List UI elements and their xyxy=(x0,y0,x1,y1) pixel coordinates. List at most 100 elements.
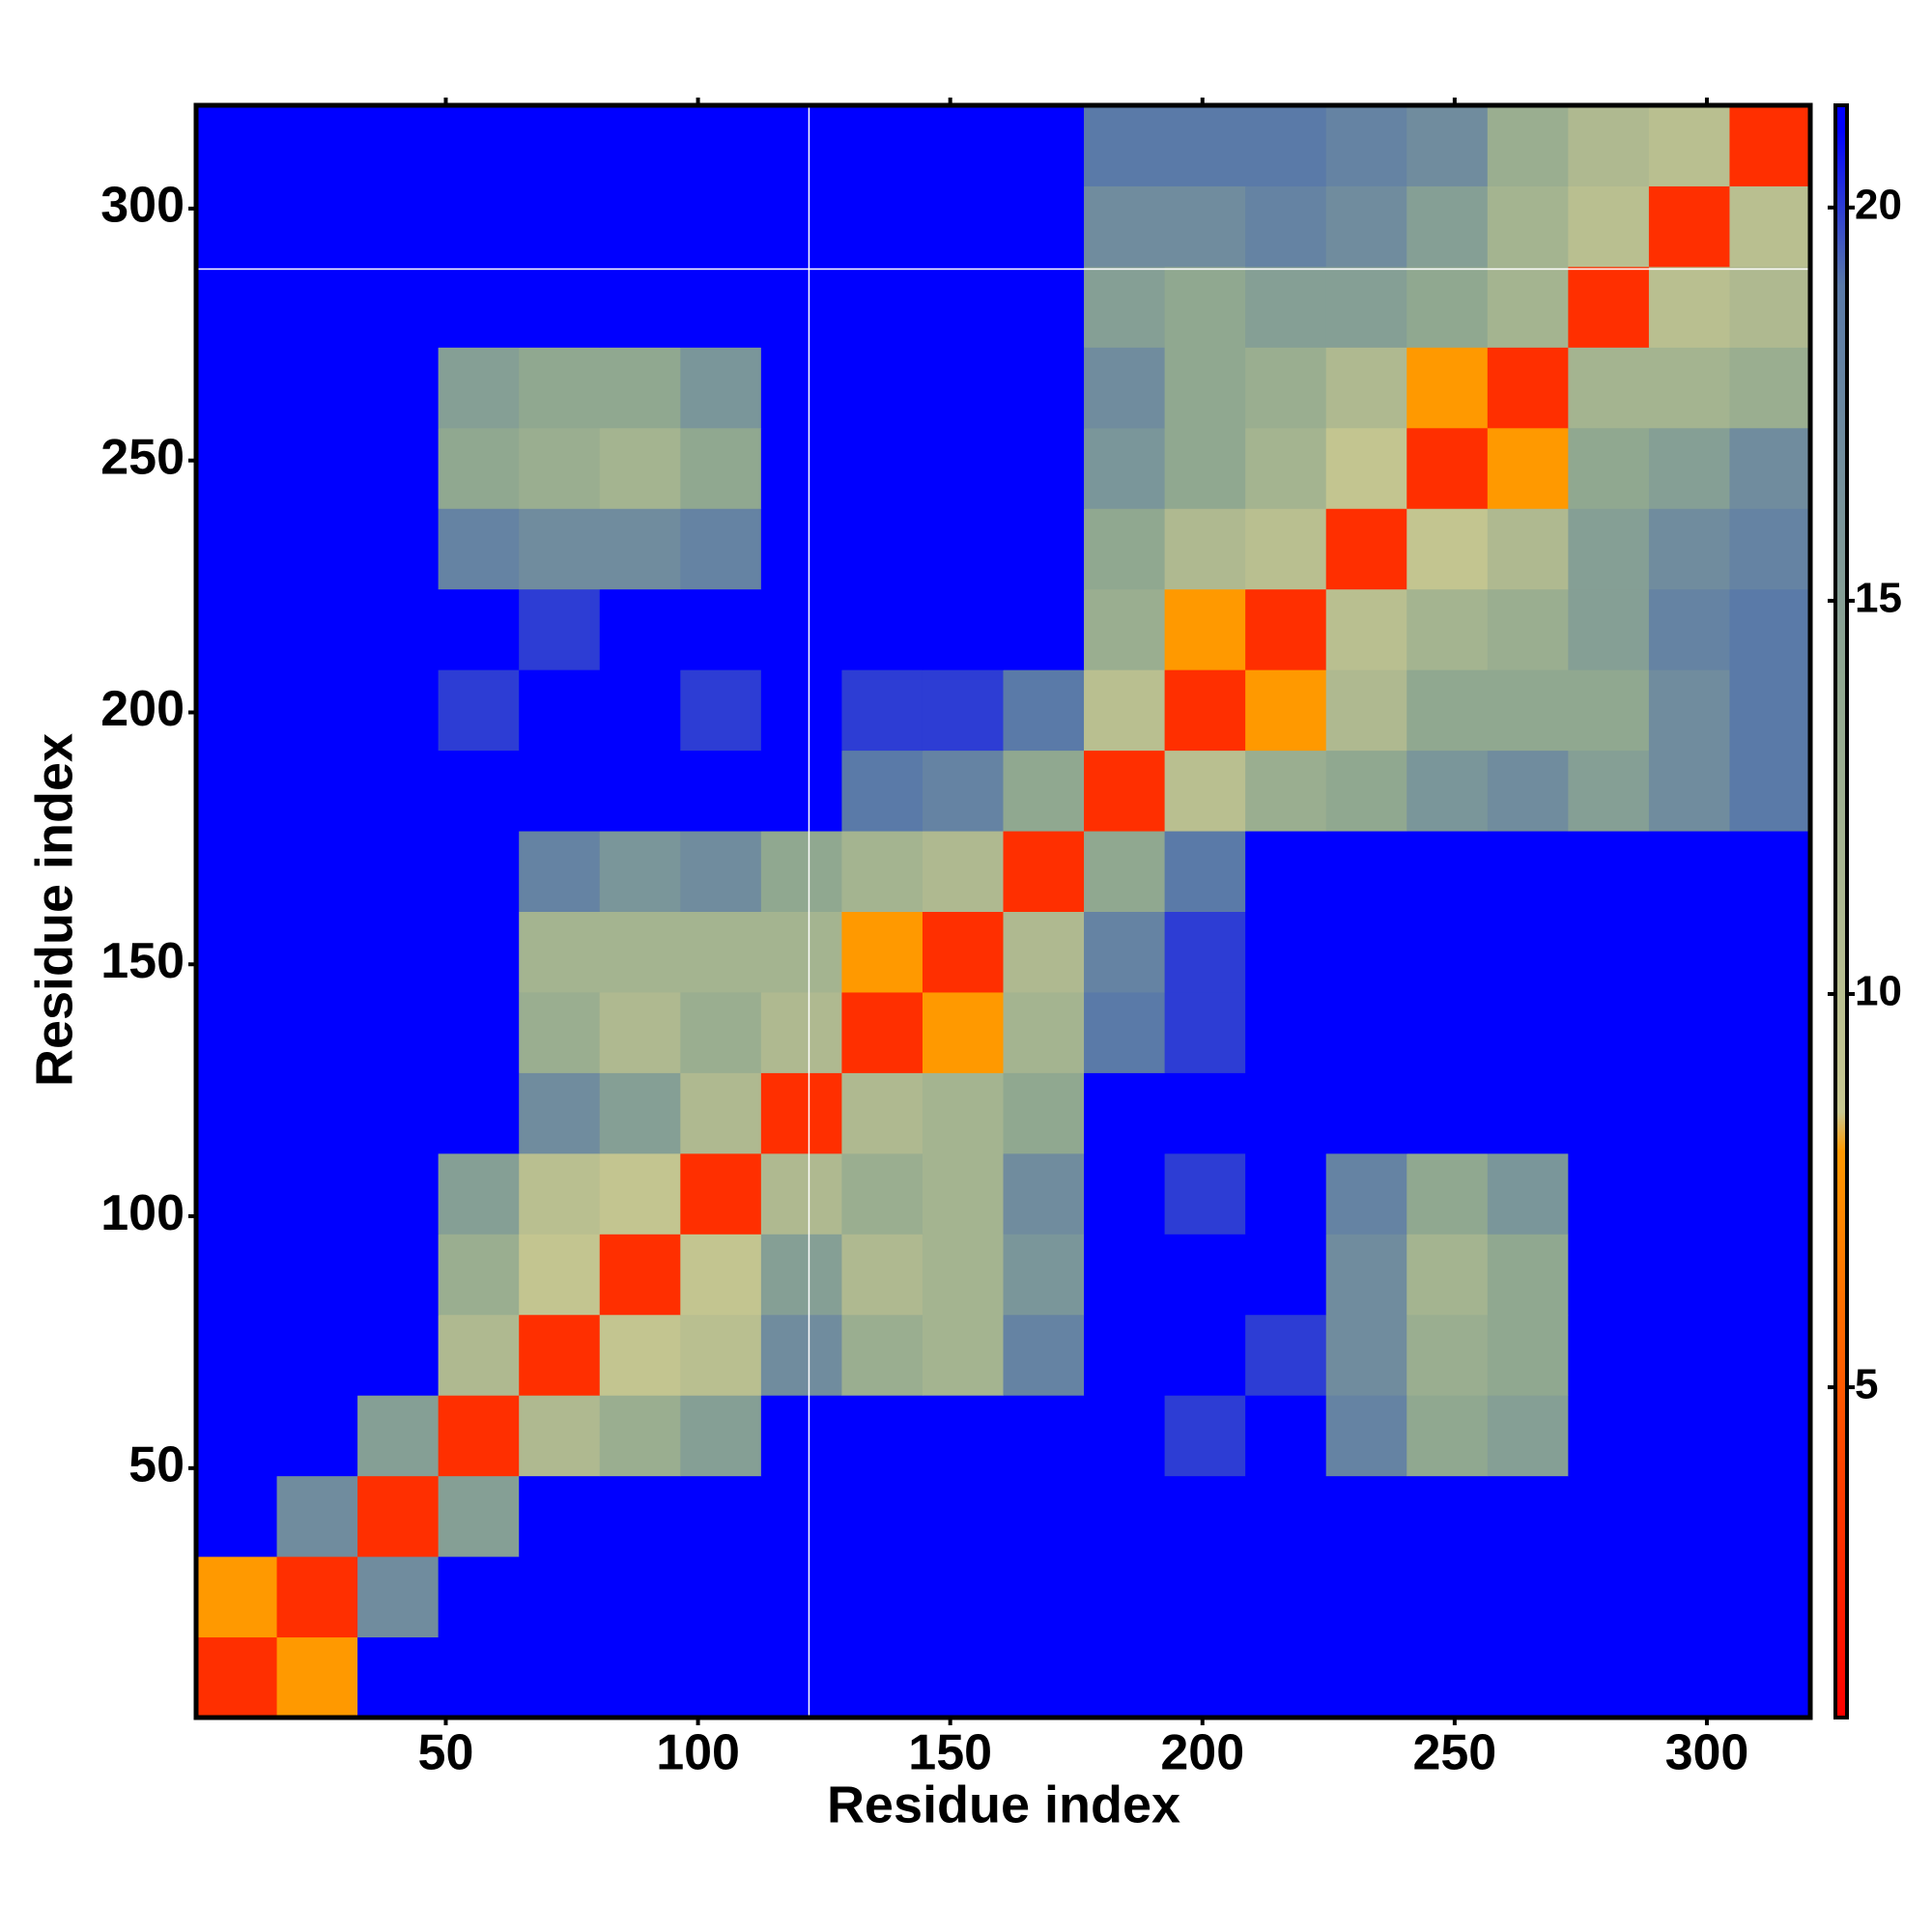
heatmap-cell xyxy=(1164,1072,1246,1154)
heatmap-cell xyxy=(438,427,520,509)
heatmap-cell xyxy=(841,105,923,186)
heatmap-cell xyxy=(1487,1556,1569,1638)
heatmap-cell xyxy=(1084,1395,1166,1477)
heatmap-cell xyxy=(922,1234,1004,1316)
heatmap-cell xyxy=(357,185,440,268)
heatmap-cell xyxy=(438,1395,520,1477)
heatmap-cell xyxy=(680,1395,762,1477)
heatmap xyxy=(196,105,1811,1719)
heatmap-cell xyxy=(1487,588,1569,670)
heatmap-cell xyxy=(1406,991,1489,1073)
heatmap-cell xyxy=(1729,266,1811,348)
heatmap-cell xyxy=(438,669,520,752)
heatmap-cell xyxy=(760,1475,842,1557)
heatmap-cell xyxy=(760,1072,842,1154)
heatmap-cell xyxy=(1164,105,1246,186)
heatmap-cell xyxy=(519,1395,601,1477)
heatmap-cell xyxy=(1648,588,1730,670)
heatmap-cell xyxy=(1487,669,1569,752)
heatmap-cell xyxy=(1164,1636,1246,1719)
colorbar-tick-label: 10 xyxy=(1855,968,1902,1015)
colorbar-tick-label: 5 xyxy=(1855,1361,1878,1408)
heatmap-cell xyxy=(1648,105,1730,186)
heatmap-cell xyxy=(519,508,601,590)
x-tick-label: 100 xyxy=(656,1725,740,1781)
heatmap-cell xyxy=(1568,669,1650,752)
heatmap-cell xyxy=(841,266,923,348)
heatmap-cell xyxy=(276,1475,358,1557)
heatmap-cell xyxy=(1084,1314,1166,1396)
heatmap-cell xyxy=(1568,347,1650,429)
heatmap-cell xyxy=(1406,750,1489,832)
heatmap-cell xyxy=(1568,911,1650,993)
heatmap-cell xyxy=(438,911,520,993)
heatmap-cell xyxy=(680,1475,762,1557)
heatmap-cell xyxy=(1648,831,1730,912)
heatmap-cell xyxy=(599,991,681,1073)
heatmap-cell xyxy=(841,1395,923,1477)
heatmap-cell xyxy=(680,1152,762,1235)
heatmap-cell xyxy=(1245,911,1327,993)
heatmap-cell xyxy=(438,991,520,1073)
heatmap-cell xyxy=(1729,508,1811,590)
heatmap-cell xyxy=(357,1072,440,1154)
heatmap-cell xyxy=(1325,105,1407,186)
heatmap-cell xyxy=(196,1314,278,1396)
heatmap-cell xyxy=(1245,266,1327,348)
heatmap-cell xyxy=(276,750,358,832)
heatmap-cell xyxy=(1325,911,1407,993)
heatmap-cell xyxy=(1084,1636,1166,1719)
heatmap-cell xyxy=(1648,1556,1730,1638)
heatmap-cell xyxy=(1245,1314,1327,1396)
heatmap-cell xyxy=(841,991,923,1073)
heatmap-cell xyxy=(1648,669,1730,752)
heatmap-cell xyxy=(1003,991,1085,1073)
heatmap-cell xyxy=(1648,1072,1730,1154)
heatmap-cell xyxy=(196,1636,278,1719)
heatmap-cell xyxy=(276,1314,358,1396)
heatmap-cell xyxy=(196,347,278,429)
heatmap-cell xyxy=(680,1556,762,1638)
heatmap-cell xyxy=(1568,266,1650,348)
heatmap-cell xyxy=(1648,1636,1730,1719)
heatmap-cell xyxy=(760,266,842,348)
heatmap-cell xyxy=(1729,991,1811,1073)
heatmap-cell xyxy=(519,588,601,670)
heatmap-cell xyxy=(196,1395,278,1477)
heatmap-cell xyxy=(922,266,1004,348)
heatmap-cell xyxy=(357,669,440,752)
heatmap-cell xyxy=(357,347,440,429)
heatmap-cell xyxy=(922,669,1004,752)
heatmap-cell xyxy=(519,991,601,1073)
heatmap-cell xyxy=(1729,831,1811,912)
heatmap-cell xyxy=(760,347,842,429)
heatmap-cell xyxy=(599,1314,681,1396)
heatmap-cell xyxy=(1245,750,1327,832)
heatmap-cell xyxy=(1487,427,1569,509)
heatmap-cell xyxy=(1164,347,1246,429)
heatmap-cell xyxy=(760,1152,842,1235)
heatmap-cell xyxy=(1648,1234,1730,1316)
heatmap-cell xyxy=(1245,1234,1327,1316)
heatmap-cell xyxy=(1487,1072,1569,1154)
heatmap-cell xyxy=(276,347,358,429)
heatmap-cell xyxy=(1245,105,1327,186)
heatmap-cell xyxy=(357,991,440,1073)
heatmap-cell xyxy=(1568,1556,1650,1638)
heatmap-cell xyxy=(1648,750,1730,832)
heatmap-cell xyxy=(1648,347,1730,429)
heatmap-cell xyxy=(1003,1395,1085,1477)
heatmap-cell xyxy=(1729,1556,1811,1638)
heatmap-cell xyxy=(1568,185,1650,268)
heatmap-cell xyxy=(1164,427,1246,509)
heatmap-cell xyxy=(1325,427,1407,509)
heatmap-cell xyxy=(276,1556,358,1638)
heatmap-cell xyxy=(1648,1314,1730,1396)
heatmap-cell xyxy=(599,1636,681,1719)
heatmap-cell xyxy=(599,508,681,590)
heatmap-cell xyxy=(760,911,842,993)
heatmap-cell xyxy=(1487,185,1569,268)
heatmap-cell xyxy=(1003,588,1085,670)
heatmap-cell xyxy=(1729,1072,1811,1154)
